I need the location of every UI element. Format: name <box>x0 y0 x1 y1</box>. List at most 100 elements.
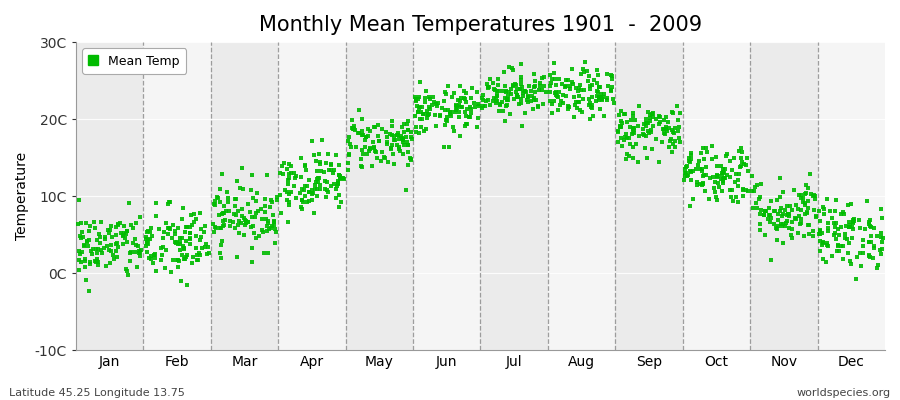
Point <box>858 226 872 232</box>
Point <box>148 254 162 261</box>
Point <box>309 179 323 186</box>
Point <box>782 225 796 232</box>
Point <box>201 244 215 250</box>
Point <box>307 152 321 158</box>
Point <box>710 180 724 186</box>
Point <box>266 223 280 229</box>
Point <box>680 163 695 170</box>
Point <box>320 150 335 157</box>
Point <box>482 85 496 91</box>
Point <box>457 109 472 115</box>
Point <box>310 179 325 186</box>
Point <box>861 239 876 245</box>
Point <box>562 86 577 92</box>
Point <box>457 88 472 94</box>
Point <box>666 128 680 135</box>
Point <box>360 133 374 140</box>
Point <box>255 216 269 223</box>
Point <box>605 76 619 82</box>
Point <box>561 103 575 110</box>
Point <box>776 211 790 217</box>
Point <box>842 219 856 226</box>
Point <box>862 252 877 258</box>
Point <box>581 102 596 108</box>
Point <box>284 189 298 196</box>
Point <box>119 230 133 237</box>
Point <box>729 194 743 201</box>
Point <box>681 172 696 178</box>
Point <box>217 222 231 229</box>
Point <box>383 145 398 151</box>
Point <box>256 229 270 236</box>
Point <box>796 195 810 202</box>
Point <box>75 248 89 255</box>
Point <box>794 220 808 226</box>
Text: Latitude 45.25 Longitude 13.75: Latitude 45.25 Longitude 13.75 <box>9 388 184 398</box>
Point <box>863 222 878 229</box>
Point <box>411 108 426 115</box>
Point <box>98 234 112 240</box>
Point <box>831 242 845 249</box>
Point <box>652 121 666 127</box>
Point <box>576 96 590 102</box>
Point <box>496 108 510 114</box>
Point <box>332 171 347 178</box>
Point <box>500 97 515 103</box>
Point <box>659 124 673 130</box>
Point <box>390 132 404 138</box>
Point <box>180 282 194 288</box>
Point <box>134 246 148 253</box>
Point <box>767 208 781 215</box>
Point <box>757 212 771 218</box>
Point <box>453 82 467 89</box>
Point <box>616 110 631 117</box>
Point <box>472 103 486 110</box>
Point <box>453 98 467 104</box>
Point <box>259 215 274 222</box>
Point <box>619 156 634 162</box>
Point <box>495 88 509 94</box>
Point <box>143 225 157 232</box>
Point <box>661 118 675 125</box>
Point <box>287 170 302 176</box>
Point <box>223 218 238 224</box>
Point <box>842 258 857 264</box>
Point <box>294 197 309 204</box>
Point <box>645 123 660 130</box>
Point <box>612 112 626 118</box>
Point <box>714 163 728 170</box>
Point <box>734 155 748 161</box>
Point <box>814 242 829 248</box>
Point <box>173 247 187 253</box>
Point <box>646 110 661 117</box>
Point <box>508 89 523 95</box>
Point <box>876 235 890 241</box>
Point <box>489 87 503 93</box>
Point <box>681 158 696 164</box>
Point <box>546 60 561 66</box>
Point <box>342 151 356 158</box>
Point <box>831 226 845 232</box>
Point <box>516 90 530 96</box>
Point <box>590 88 604 94</box>
Point <box>680 173 694 180</box>
Point <box>551 94 565 100</box>
Point <box>871 262 886 268</box>
Point <box>371 122 385 129</box>
Point <box>112 244 126 250</box>
Point <box>778 207 792 214</box>
Point <box>163 199 177 206</box>
Point <box>500 96 514 102</box>
Point <box>754 207 769 214</box>
Point <box>546 98 561 105</box>
Point <box>298 192 312 199</box>
Point <box>331 192 346 198</box>
Point <box>90 250 104 256</box>
Point <box>255 227 269 233</box>
Point <box>247 230 261 236</box>
Point <box>216 203 230 209</box>
Point <box>530 104 544 110</box>
Point <box>183 236 197 243</box>
Point <box>592 84 607 90</box>
Point <box>728 179 742 186</box>
